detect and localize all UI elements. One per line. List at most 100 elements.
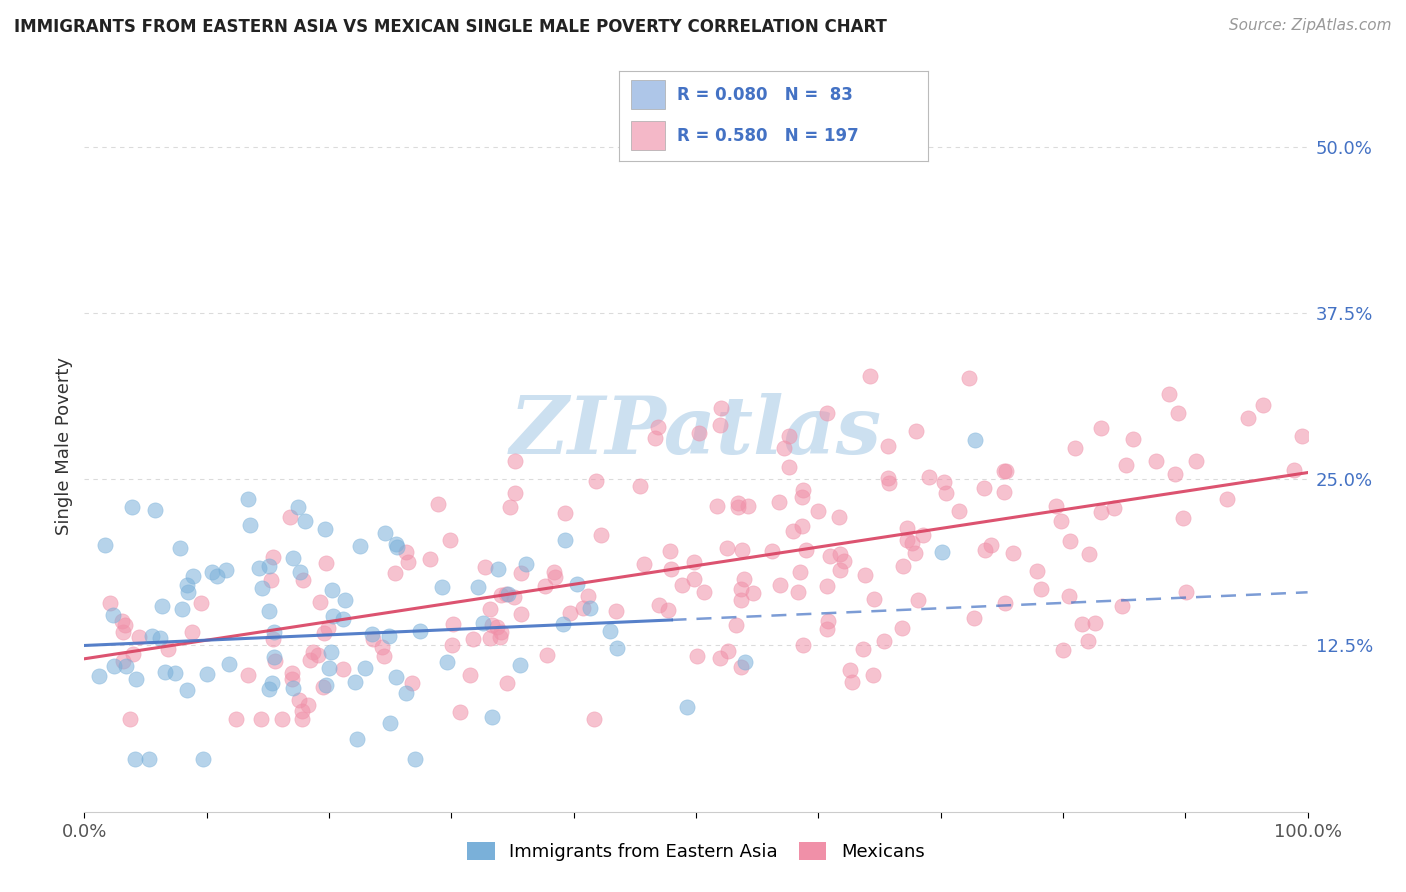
Point	[114, 617, 136, 632]
Point	[316, 621, 339, 635]
Point	[994, 464, 1017, 478]
Point	[503, 453, 526, 467]
Point	[378, 715, 401, 730]
Point	[236, 491, 259, 506]
Point	[896, 533, 918, 547]
Point	[278, 510, 301, 524]
Text: Source: ZipAtlas.com: Source: ZipAtlas.com	[1229, 18, 1392, 33]
Point	[815, 579, 838, 593]
Point	[790, 519, 813, 533]
Point	[576, 589, 599, 603]
Point	[1084, 616, 1107, 631]
Point	[904, 546, 927, 560]
Point	[169, 541, 191, 556]
Point	[907, 593, 929, 607]
Point	[1167, 406, 1189, 420]
Point	[841, 675, 863, 690]
Point	[409, 624, 432, 639]
Point	[385, 541, 408, 555]
Point	[834, 553, 856, 567]
Point	[657, 603, 679, 617]
Point	[124, 751, 146, 765]
Point	[772, 442, 794, 456]
Point	[288, 565, 311, 579]
Point	[153, 665, 176, 679]
Point	[828, 563, 851, 577]
Point	[789, 565, 811, 579]
Point	[778, 460, 800, 475]
Point	[120, 712, 142, 726]
Point	[543, 565, 565, 579]
Point	[901, 536, 924, 550]
Point	[792, 638, 814, 652]
Point	[815, 406, 838, 420]
Point	[156, 641, 179, 656]
Point	[786, 584, 808, 599]
Point	[360, 626, 382, 640]
Point	[792, 483, 814, 498]
Point	[737, 499, 759, 513]
Point	[165, 666, 187, 681]
Point	[716, 541, 738, 556]
Point	[349, 539, 371, 553]
Point	[281, 672, 304, 686]
Point	[817, 614, 839, 628]
Point	[973, 482, 995, 496]
Point	[404, 751, 426, 765]
Point	[395, 686, 418, 700]
Point	[536, 648, 558, 663]
Point	[291, 573, 314, 587]
Point	[143, 502, 166, 516]
Point	[1251, 398, 1274, 412]
Point	[731, 543, 754, 558]
Point	[1185, 454, 1208, 468]
Point	[141, 629, 163, 643]
Point	[298, 653, 321, 667]
Point	[578, 601, 600, 615]
Point	[176, 577, 198, 591]
Point	[544, 570, 567, 584]
Point	[373, 648, 395, 663]
Point	[1171, 511, 1194, 525]
Point	[491, 588, 513, 602]
Point	[384, 566, 406, 580]
Point	[1157, 387, 1180, 401]
Point	[260, 574, 283, 588]
Point	[659, 562, 682, 576]
Point	[509, 566, 531, 581]
Text: IMMIGRANTS FROM EASTERN ASIA VS MEXICAN SINGLE MALE POVERTY CORRELATION CHART: IMMIGRANTS FROM EASTERN ASIA VS MEXICAN …	[14, 18, 887, 36]
Point	[572, 601, 595, 615]
Point	[312, 680, 335, 694]
Y-axis label: Single Male Poverty: Single Male Poverty	[55, 357, 73, 535]
Point	[195, 667, 218, 681]
Point	[257, 604, 280, 618]
Point	[633, 558, 655, 572]
Point	[176, 683, 198, 698]
Point	[1111, 599, 1133, 614]
Point	[332, 662, 354, 676]
Point	[250, 712, 273, 726]
Point	[396, 555, 419, 569]
Point	[1122, 432, 1144, 446]
Point	[302, 645, 325, 659]
Point	[683, 572, 706, 586]
Point	[932, 475, 955, 489]
Point	[935, 486, 957, 500]
Point	[1071, 617, 1094, 632]
Point	[225, 712, 247, 726]
Point	[281, 551, 304, 566]
Point	[495, 675, 517, 690]
Point	[479, 602, 502, 616]
Point	[716, 644, 738, 658]
Point	[439, 533, 461, 548]
Point	[319, 645, 342, 659]
Point	[553, 616, 575, 631]
Point	[1059, 589, 1081, 603]
Point	[994, 596, 1017, 610]
Legend: Immigrants from Eastern Asia, Mexicans: Immigrants from Eastern Asia, Mexicans	[460, 835, 932, 869]
Point	[1215, 492, 1237, 507]
Point	[138, 751, 160, 765]
Point	[125, 672, 148, 686]
Point	[1026, 564, 1049, 578]
Point	[121, 648, 143, 662]
